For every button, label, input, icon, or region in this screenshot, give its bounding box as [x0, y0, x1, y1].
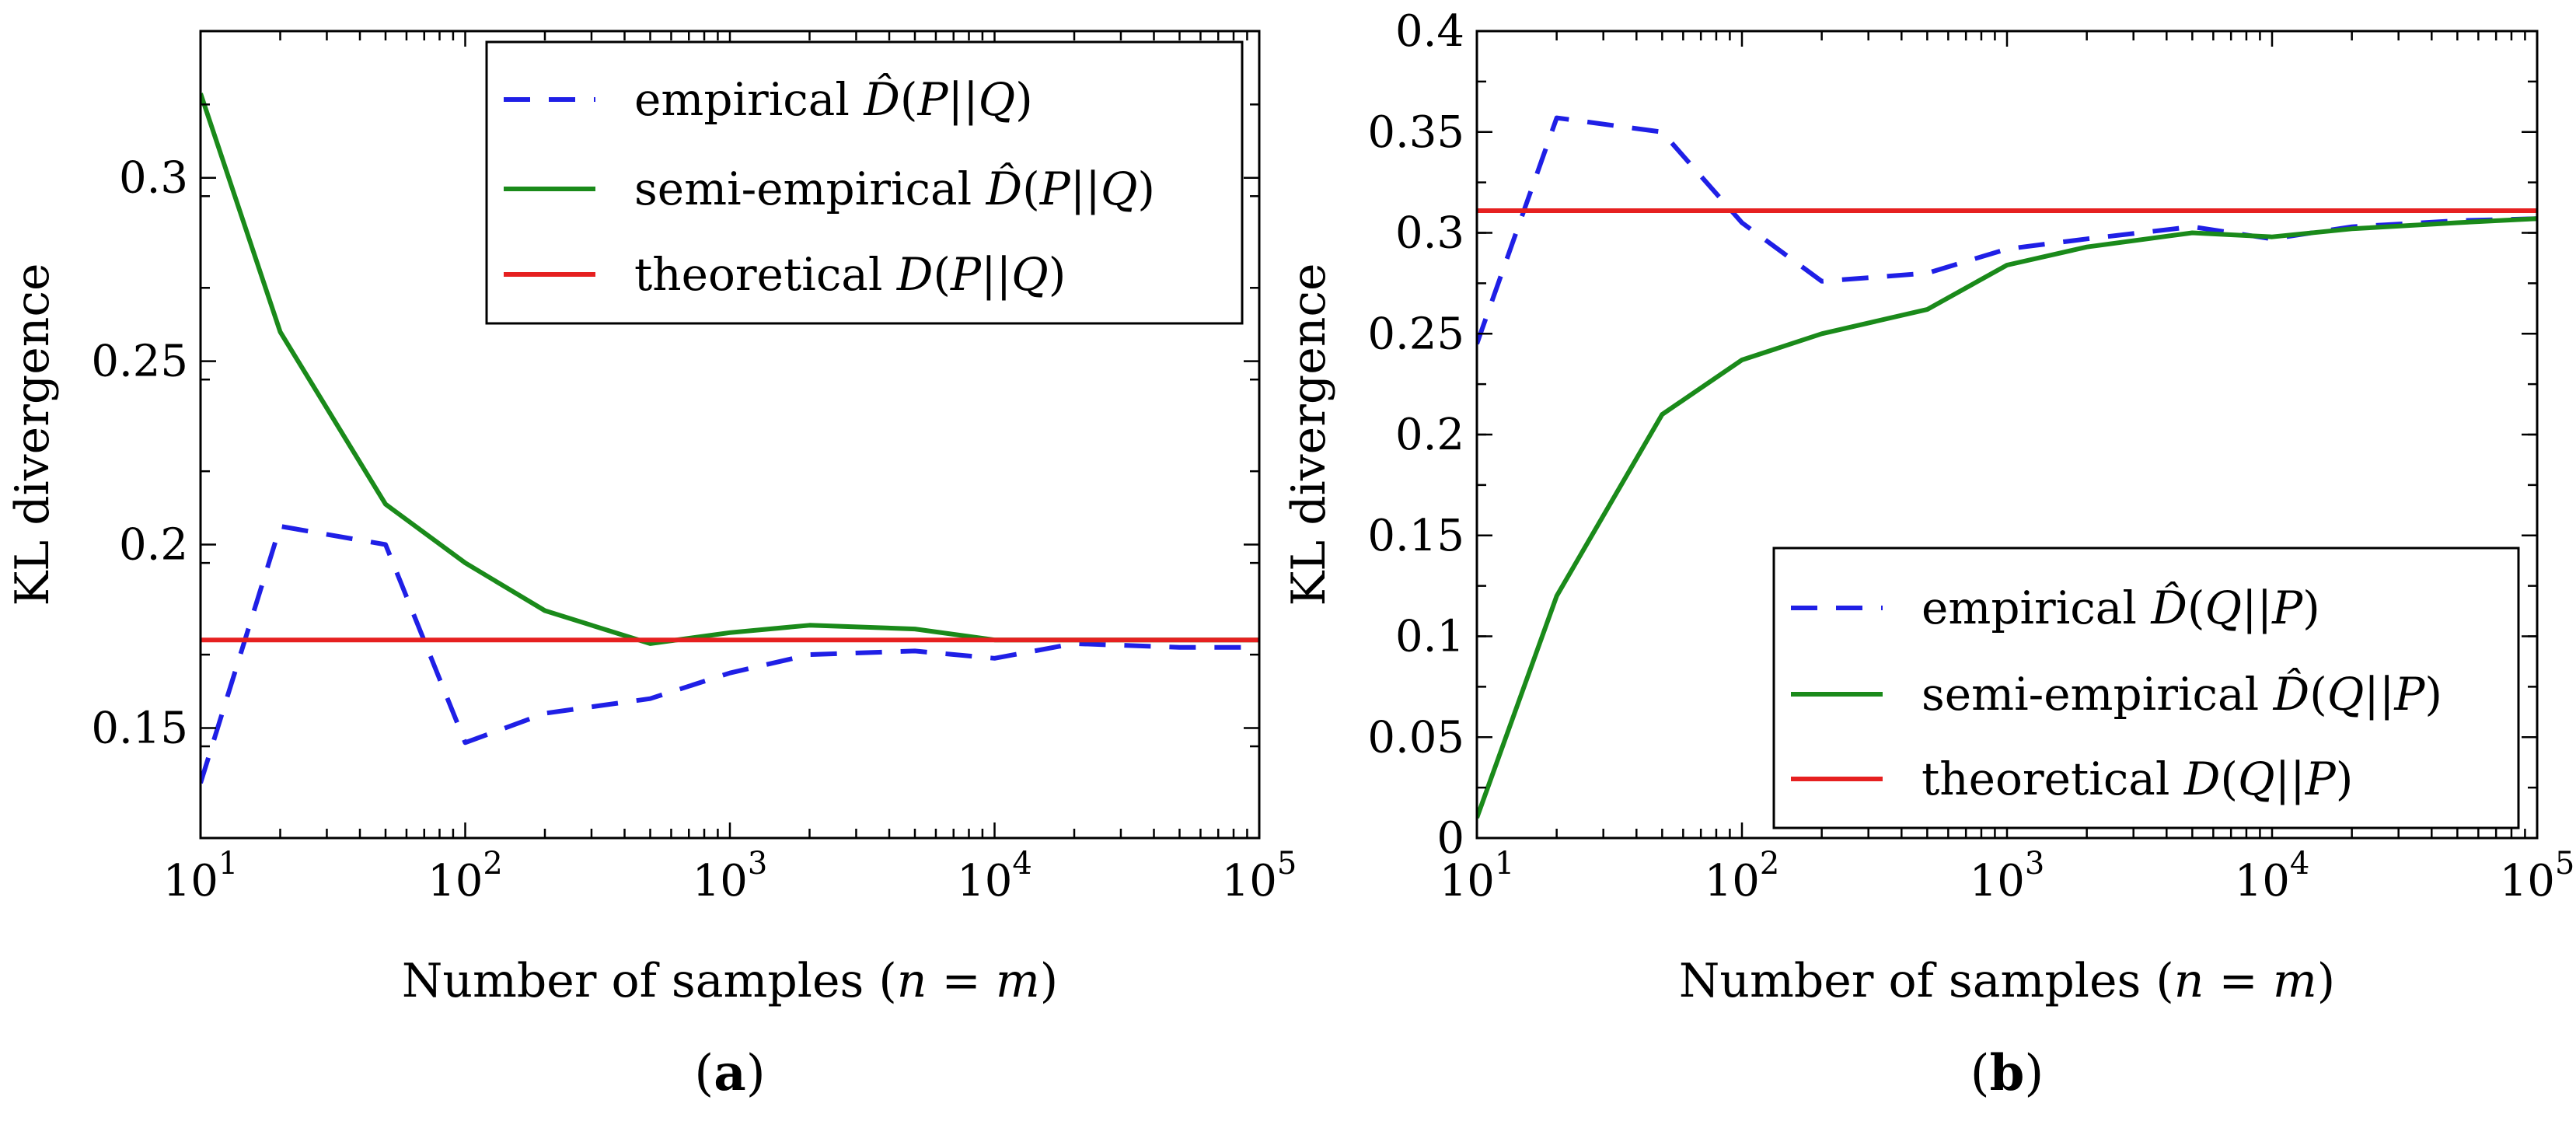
y-ticks-b: [1477, 30, 2537, 840]
legend-b-1-math-char: Q: [2327, 668, 2365, 721]
legend-b-0-math-char: |: [2257, 581, 2273, 634]
x-tick-label-a-0: 101: [163, 846, 239, 906]
subfigure-label-b: (b): [1970, 1044, 2044, 1102]
chart-a: 101 102 103 104 105 0.15 0.2 0.25 0.3 KL divergen…: [5, 30, 1297, 1102]
legend-a-2-math-char: |: [981, 248, 997, 301]
y-tick-label-b-7: 0.35: [1367, 107, 1464, 158]
series-line-a-0: [201, 524, 1259, 784]
legend-a-0-math-char: ): [1015, 73, 1033, 126]
y-tick-label-b-4: 0.2: [1395, 410, 1464, 460]
legend-box-a: [485, 40, 1244, 325]
series-line-b-1: [1477, 216, 2537, 819]
legend-b-0-math-char: Q: [2204, 581, 2242, 634]
legend-a-0-math-char: P: [916, 73, 948, 126]
legend-b-0-math-char: D̂: [2150, 581, 2187, 634]
legend-a-1-math-char: |: [1070, 162, 1086, 215]
legend-a-1-math-char: |: [1085, 162, 1101, 215]
legend-label-a-2: theoretical D(P||Q): [634, 248, 1066, 301]
x-tick-label-a-1: 102: [428, 846, 503, 906]
legend-label-a-1: semi-empirical D̂(P||Q): [634, 162, 1155, 215]
y-tick-label-b-2: 0.1: [1395, 612, 1464, 662]
y-tick-label-b-8: 0.4: [1395, 6, 1464, 57]
x-axis-label-a: Number of samples (n = m): [402, 954, 1058, 1008]
legend-b-1-math-char: ): [2424, 668, 2442, 721]
legend-b-0-math-char: ): [2302, 581, 2320, 634]
legend-b-2-math-char: Q: [2238, 753, 2275, 805]
legend-label-b-0: empirical D̂(Q||P): [1922, 581, 2320, 634]
series-group-b: [1477, 115, 2537, 819]
legend-label-a-0: empirical D̂(P||Q): [634, 72, 1033, 126]
legend-a-1-math-char: Q: [1101, 162, 1138, 215]
x-tick-label-a-3: 104: [957, 846, 1032, 906]
legend-b-1-math-char: P: [2393, 668, 2425, 721]
x-tick-label-b-4: 105: [2500, 846, 2575, 906]
y-tick-label-a-0: 0.15: [91, 703, 188, 753]
x-tick-label-a-2: 103: [693, 846, 768, 906]
legend-b-0-math-char: |: [2242, 581, 2257, 634]
y-tick-label-a-2: 0.25: [91, 337, 188, 387]
x-tick-label-a-4: 105: [1222, 846, 1297, 906]
x-tick-label-b-3: 104: [2235, 846, 2310, 906]
legend-b-2-math-char: P: [2305, 753, 2337, 805]
legend-a-2-math-char: D: [896, 248, 934, 301]
y-ticks-a: [201, 103, 1259, 840]
x-axis-label-b: Number of samples (n = m): [1679, 954, 2335, 1008]
legend-a-1-math-char: (: [1022, 162, 1040, 215]
legend-b-0-math-char: (: [2187, 581, 2205, 634]
legend-a: empirical D̂(P||Q) semi-empirical D̂(P||Q…: [485, 40, 1244, 325]
x-tick-label-b-1: 102: [1705, 846, 1780, 906]
y-axis-label-b: KL divergence: [1282, 263, 1336, 606]
legend-a-0-math-char: |: [963, 73, 979, 126]
y-tick-label-b-1: 0.05: [1367, 712, 1464, 763]
legend-a-1-math-char: P: [1039, 162, 1071, 215]
y-tick-label-a-1: 0.2: [119, 520, 188, 571]
legend-b-1-math-char: |: [2379, 668, 2395, 721]
legend-b-2-math-char: |: [2275, 753, 2291, 805]
legend-a-0-math-char: Q: [979, 73, 1016, 126]
legend-b-2-math-char: (: [2220, 753, 2238, 805]
y-tick-label-b-5: 0.25: [1367, 309, 1464, 359]
x-ticks-b: [1475, 31, 2539, 838]
chart-b: 101 102 103 104 105 0 0.05 0.1 0.15 0.2 0.25 0.3 0.3…: [1282, 6, 2574, 1102]
legend-box-b: [1772, 547, 2520, 829]
legend-a-2-math-char: P: [950, 248, 982, 301]
legend-b-1-math-char: |: [2364, 668, 2379, 721]
legend-label-b-2: theoretical D(Q||P): [1922, 753, 2353, 805]
x-ticks-a: [199, 31, 1261, 838]
legend-a-0-math-char: (: [900, 73, 918, 126]
x-tick-label-b-2: 103: [1970, 846, 2045, 906]
y-axis-label-a: KL divergence: [5, 263, 60, 606]
legend-b-1-math-char: (: [2309, 668, 2327, 721]
legend-a-1-math-char: D̂: [986, 162, 1023, 215]
y-tick-label-b-3: 0.15: [1367, 511, 1464, 561]
legend-b: empirical D̂(Q||P) semi-empirical D̂(Q||P…: [1772, 547, 2520, 829]
legend-a-2-math-char: |: [997, 248, 1012, 301]
legend-a-1-math-char: ): [1137, 162, 1155, 215]
legend-b-0-math-char: P: [2271, 581, 2303, 634]
legend-a-0-math-char: |: [948, 73, 964, 126]
y-tick-label-b-6: 0.3: [1395, 208, 1464, 259]
y-tick-label-b-0: 0: [1436, 813, 1464, 864]
legend-a-2-math-char: Q: [1011, 248, 1049, 301]
subfigure-label-a: (a): [694, 1044, 765, 1102]
legend-b-2-math-char: D: [2183, 753, 2221, 805]
x-tick-label-b-0: 101: [1440, 846, 1515, 906]
legend-a-2-math-char: (: [933, 248, 951, 301]
legend-label-b-1: semi-empirical D̂(Q||P): [1922, 667, 2442, 721]
y-tick-label-a-3: 0.3: [119, 153, 188, 204]
legend-b-2-math-char: ): [2336, 753, 2354, 805]
series-group-a: [201, 93, 1259, 784]
legend-b-1-math-char: D̂: [2273, 667, 2310, 721]
legend-b-2-math-char: |: [2290, 753, 2305, 805]
legend-a-0-math-char: D̂: [863, 72, 900, 126]
legend-a-2-math-char: ): [1049, 248, 1066, 301]
